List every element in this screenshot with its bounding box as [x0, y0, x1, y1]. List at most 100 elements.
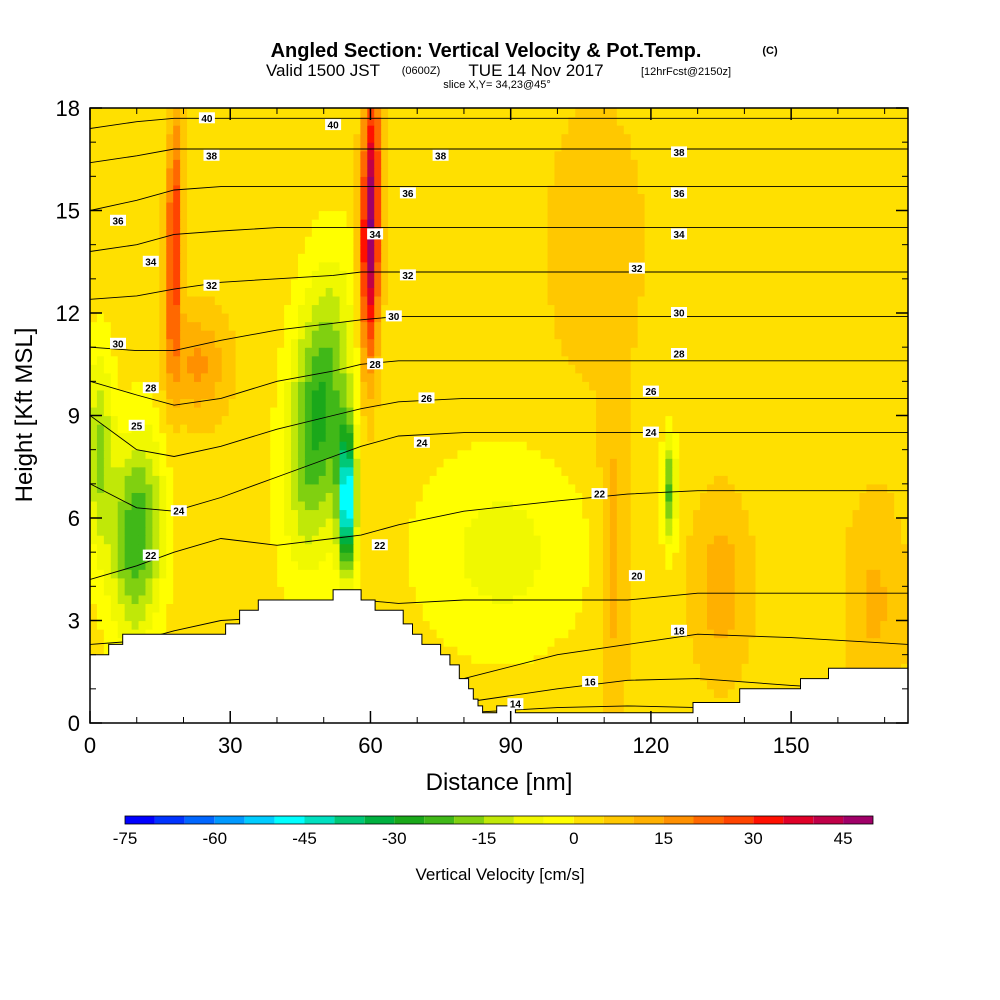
velocity-cell: [609, 543, 618, 553]
velocity-cell: [492, 441, 500, 451]
velocity-cell: [810, 577, 819, 587]
velocity-cell: [103, 552, 112, 562]
velocity-cell: [561, 364, 569, 374]
velocity-cell: [471, 483, 479, 493]
velocity-cell: [810, 560, 819, 570]
velocity-cell: [180, 424, 188, 434]
velocity-cell: [686, 535, 694, 545]
velocity-cell: [734, 603, 743, 613]
velocity-cell: [436, 441, 445, 451]
velocity-cell: [575, 526, 583, 536]
velocity-cell: [700, 654, 708, 664]
velocity-cell: [887, 406, 895, 417]
velocity-cell: [436, 475, 445, 485]
velocity-cell: [401, 415, 410, 425]
velocity-cell: [214, 406, 223, 417]
velocity-cell: [582, 449, 590, 459]
velocity-cell: [630, 646, 639, 656]
velocity-cell: [360, 518, 368, 528]
velocity-cell: [561, 526, 569, 536]
velocity-cell: [561, 466, 569, 476]
velocity-cell: [499, 688, 507, 698]
velocity-cell: [193, 500, 202, 511]
velocity-cell: [582, 475, 590, 485]
velocity-cell: [547, 500, 556, 511]
velocity-cell: [318, 424, 327, 434]
velocity-cell: [596, 372, 604, 382]
velocity-cell: [810, 526, 819, 536]
velocity-cell: [464, 424, 472, 434]
velocity-cell: [769, 509, 777, 519]
velocity-cell: [831, 372, 840, 382]
velocity-cell: [616, 389, 625, 400]
velocity-cell: [748, 586, 757, 596]
velocity-cell: [873, 526, 881, 536]
velocity-cell: [492, 381, 500, 391]
velocity-cell: [263, 594, 271, 605]
velocity-cell: [810, 500, 819, 511]
velocity-cell: [824, 611, 833, 622]
velocity-cell: [381, 492, 389, 502]
velocity-cell: [658, 389, 666, 400]
velocity-cell: [727, 518, 736, 528]
velocity-cell: [415, 594, 424, 605]
velocity-cell: [582, 543, 590, 553]
velocity-cell: [214, 586, 223, 596]
velocity-cell: [540, 620, 549, 630]
velocity-cell: [499, 594, 507, 605]
velocity-cell: [103, 475, 112, 485]
velocity-cell: [124, 492, 133, 502]
velocity-cell: [353, 509, 361, 519]
velocity-cell: [103, 518, 112, 528]
velocity-cell: [644, 586, 653, 596]
velocity-cell: [589, 543, 597, 553]
velocity-cell: [700, 475, 708, 485]
velocity-cell: [124, 500, 133, 511]
velocity-cell: [609, 441, 618, 451]
velocity-cell: [762, 620, 770, 630]
velocity-cell: [575, 483, 583, 493]
velocity-cell: [769, 577, 777, 587]
velocity-cell: [519, 364, 528, 374]
velocity-cell: [651, 552, 660, 562]
velocity-cell: [561, 492, 569, 502]
velocity-cell: [602, 441, 611, 451]
velocity-cell: [187, 543, 195, 553]
velocity-cell: [526, 680, 535, 690]
velocity-cell: [602, 364, 611, 374]
velocity-cell: [568, 663, 576, 673]
velocity-cell: [741, 526, 750, 536]
velocity-cell: [706, 654, 715, 664]
velocity-cell: [519, 526, 528, 536]
velocity-cell: [492, 492, 500, 502]
velocity-cell: [207, 535, 216, 545]
velocity-cell: [360, 406, 368, 417]
velocity-cell: [367, 424, 375, 434]
velocity-cell: [547, 654, 556, 664]
velocity-cell: [568, 372, 576, 382]
velocity-cell: [582, 654, 590, 664]
velocity-cell: [221, 526, 230, 536]
velocity-cell: [540, 611, 549, 622]
velocity-cell: [415, 560, 424, 570]
velocity-cell: [734, 671, 743, 681]
velocity-cell: [388, 415, 396, 425]
velocity-cell: [304, 535, 313, 545]
velocity-cell: [713, 475, 722, 485]
velocity-cell: [776, 424, 784, 434]
velocity-cell: [797, 492, 805, 502]
velocity-cell: [679, 577, 687, 587]
velocity-cell: [505, 381, 514, 391]
velocity-cell: [499, 372, 507, 382]
velocity-cell: [693, 611, 701, 622]
velocity-cell: [693, 492, 701, 502]
velocity-cell: [609, 646, 618, 656]
velocity-cell: [374, 466, 382, 476]
velocity-cell: [103, 466, 112, 476]
velocity-cell: [103, 646, 112, 656]
velocity-cell: [727, 688, 736, 698]
velocity-cell: [790, 381, 798, 391]
velocity-cell: [200, 415, 209, 425]
velocity-cell: [575, 492, 583, 502]
velocity-cell: [887, 586, 895, 596]
